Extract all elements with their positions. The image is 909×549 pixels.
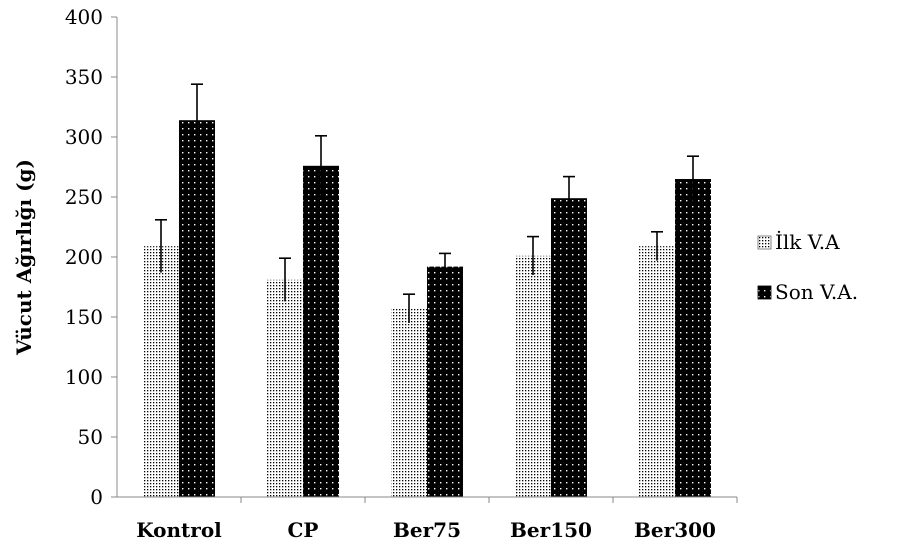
x-tick-label: Ber150 <box>510 518 592 542</box>
x-tick-label: Kontrol <box>136 518 222 542</box>
legend-label: İlk V.A <box>775 230 840 254</box>
x-axis: Kontrol CP Ber75 Ber150 Ber300 <box>136 497 738 542</box>
error-bar <box>155 219 167 273</box>
x-tick-label: Ber75 <box>393 518 461 542</box>
error-bar <box>279 257 291 302</box>
error-bar <box>315 135 327 196</box>
y-tick-label: 300 <box>65 125 103 149</box>
y-tick-label: 100 <box>65 365 103 389</box>
error-bar <box>527 235 539 275</box>
y-tick-label: 250 <box>65 185 103 209</box>
y-tick-label: 200 <box>65 245 103 269</box>
x-tick-label: Ber300 <box>634 518 716 542</box>
bar <box>675 179 711 497</box>
bar <box>639 246 675 497</box>
bar <box>391 308 427 497</box>
error-bar <box>439 252 451 280</box>
bar <box>143 246 179 497</box>
error-bar <box>687 155 699 202</box>
bar <box>179 120 215 497</box>
legend-label: Son V.A. <box>775 280 858 304</box>
error-bar <box>563 175 575 220</box>
bar <box>303 165 339 498</box>
y-tick-label: 350 <box>65 65 103 89</box>
error-bar <box>651 231 663 261</box>
error-bar <box>191 83 203 157</box>
bar <box>267 279 303 497</box>
legend-swatch <box>757 235 772 250</box>
y-tick-label: 50 <box>78 425 103 449</box>
y-axis: 0 50 100 150 200 250 300 350 400 <box>65 5 117 509</box>
error-bar <box>403 293 415 323</box>
x-tick-label: CP <box>288 518 319 542</box>
y-tick-label: 400 <box>65 5 103 29</box>
y-tick-label: 150 <box>65 305 103 329</box>
y-tick-label: 0 <box>90 485 103 509</box>
bar <box>515 255 551 497</box>
legend: İlk V.A Son V.A. <box>757 230 858 304</box>
bar <box>427 266 463 497</box>
y-axis-title: Vücut Ağırlığı (g) <box>12 159 36 356</box>
bar <box>551 198 587 497</box>
legend-swatch <box>757 285 772 300</box>
plot-area <box>143 83 711 498</box>
